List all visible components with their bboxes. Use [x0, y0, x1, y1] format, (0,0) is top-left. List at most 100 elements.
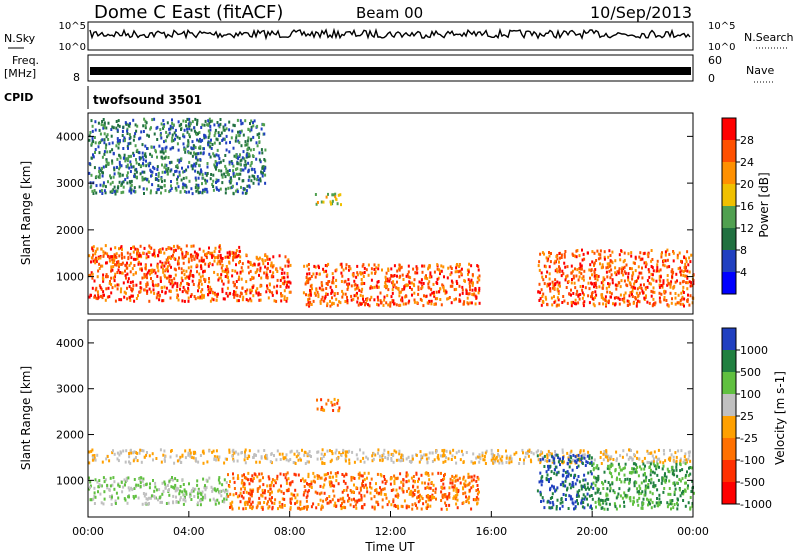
scatter-cell — [232, 146, 235, 150]
scatter-cell — [563, 255, 566, 259]
freq-unit-label: [MHz] — [4, 67, 36, 80]
scatter-cell — [356, 300, 359, 304]
scatter-cell — [403, 499, 406, 503]
scatter-cell — [674, 296, 677, 300]
scatter-cell — [466, 296, 469, 300]
scatter-cell — [330, 291, 333, 295]
scatter-cell — [228, 485, 231, 489]
scatter-cell — [168, 488, 170, 492]
scatter-cell — [410, 287, 413, 291]
scatter-cell — [449, 284, 452, 288]
scatter-cell — [199, 151, 202, 155]
scatter-cell — [648, 479, 651, 482]
scatter-cell — [238, 261, 240, 265]
scatter-cell — [213, 134, 216, 138]
scatter-cell — [485, 449, 488, 453]
scatter-cell — [417, 495, 420, 498]
scatter-cell — [201, 138, 204, 142]
scatter-cell — [238, 245, 241, 249]
scatter-cell — [467, 272, 469, 276]
scatter-cell — [682, 499, 685, 502]
scatter-cell — [608, 299, 610, 303]
scatter-cell — [263, 449, 266, 452]
scatter-cell — [634, 280, 637, 284]
scatter-cell — [178, 246, 181, 250]
scatter-cell — [244, 448, 247, 452]
scatter-cell — [400, 480, 403, 484]
scatter-cell — [143, 153, 146, 157]
scatter-cell — [326, 449, 329, 453]
scatter-cell — [436, 263, 439, 267]
scatter-cell — [235, 172, 238, 176]
scatter-cell — [602, 458, 605, 462]
scatter-cell — [325, 269, 328, 273]
scatter-cell — [259, 269, 262, 273]
scatter-cell — [88, 295, 91, 299]
scatter-cell — [100, 123, 103, 127]
scatter-cell — [548, 459, 551, 463]
scatter-cell — [570, 304, 573, 308]
scatter-cell — [645, 486, 648, 489]
noise-left-tick-top: 10^5 — [59, 21, 86, 32]
scatter-cell — [242, 507, 245, 511]
scatter-cell — [226, 173, 229, 177]
scatter-cell — [562, 272, 565, 276]
scatter-cell — [269, 290, 271, 294]
scatter-cell — [644, 265, 647, 269]
scatter-cell — [583, 456, 586, 460]
scatter-cell — [359, 459, 362, 463]
scatter-cell — [663, 296, 666, 299]
scatter-cell — [421, 285, 424, 289]
scatter-cell — [656, 460, 658, 464]
scatter-cell — [673, 493, 676, 496]
scatter-cell — [559, 284, 561, 288]
scatter-cell — [208, 131, 211, 135]
scatter-cell — [551, 506, 554, 510]
scatter-cell — [593, 274, 596, 278]
scatter-cell — [353, 294, 356, 298]
scatter-cell — [119, 290, 122, 294]
scatter-cell — [105, 261, 108, 265]
scatter-cell — [677, 267, 680, 271]
scatter-cell — [239, 163, 242, 167]
scatter-cell — [241, 479, 244, 482]
scatter-cell — [139, 164, 142, 168]
scatter-cell — [346, 299, 349, 302]
scatter-cell — [361, 505, 364, 509]
scatter-cell — [434, 487, 437, 491]
scatter-cell — [192, 147, 195, 151]
scatter-cell — [128, 296, 131, 300]
scatter-cell — [248, 146, 251, 150]
scatter-cell — [123, 139, 126, 143]
scatter-cell — [196, 479, 199, 483]
scatter-cell — [468, 488, 471, 492]
scatter-cell — [590, 485, 593, 489]
scatter-cell — [244, 455, 246, 458]
scatter-cell — [546, 284, 549, 288]
scatter-cell — [166, 172, 169, 176]
scatter-cell — [676, 301, 679, 305]
scatter-cell — [175, 165, 178, 169]
scatter-cell — [261, 123, 264, 126]
scatter-cell — [190, 258, 193, 262]
scatter-cell — [261, 259, 264, 263]
scatter-cell — [392, 488, 395, 492]
scatter-cell — [405, 471, 408, 475]
scatter-cell — [197, 495, 200, 499]
scatter-cell — [581, 248, 583, 252]
scatter-cell — [684, 269, 687, 272]
scatter-cell — [282, 491, 285, 495]
scatter-cell — [314, 293, 317, 297]
scatter-cell — [94, 458, 97, 462]
scatter-cell — [449, 481, 452, 485]
scatter-cell — [435, 497, 437, 501]
scatter-cell — [644, 464, 646, 468]
scatter-cell — [644, 261, 647, 265]
scatter-cell — [229, 177, 232, 181]
scatter-cell — [650, 451, 653, 455]
scatter-cell — [398, 268, 401, 272]
scatter-cell — [228, 150, 231, 154]
scatter-cell — [126, 175, 129, 179]
scatter-cell — [453, 288, 456, 292]
scatter-cell — [100, 294, 102, 298]
